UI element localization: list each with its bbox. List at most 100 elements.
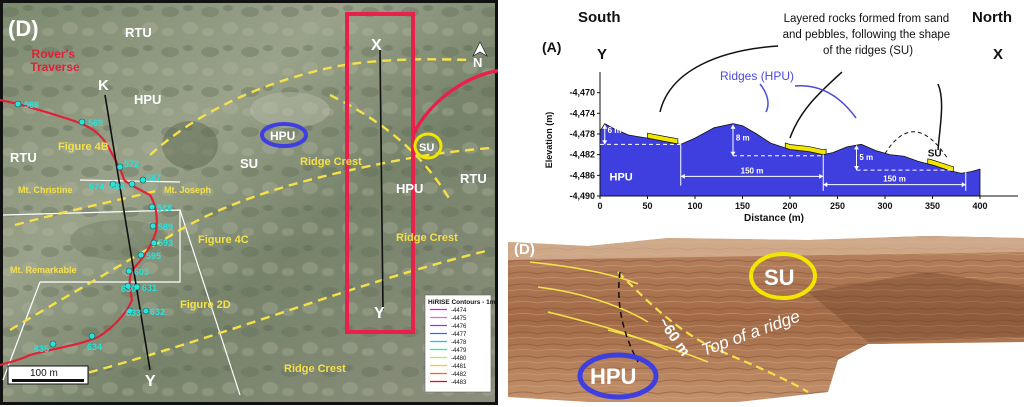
legend-item: -4483 xyxy=(451,380,467,386)
waypoint-586 xyxy=(128,180,136,188)
waypoint-label-633: 633 xyxy=(126,308,141,318)
eroded-ridge-outline xyxy=(884,131,948,158)
y-tick-label: -4,482 xyxy=(569,150,595,160)
waypoint-632 xyxy=(142,307,150,315)
x-tick-label: 0 xyxy=(597,201,602,211)
label-figure-4c: Figure 4C xyxy=(198,234,249,246)
waypoint-label-631: 631 xyxy=(142,283,157,293)
legend-item: -4478 xyxy=(451,340,467,346)
y-tick-label: -4,470 xyxy=(569,88,595,98)
waypoint-595 xyxy=(137,251,145,259)
label-hpu-top: HPU xyxy=(134,92,161,107)
x-tick-label: 250 xyxy=(830,201,845,211)
waypoint-label-572: 572 xyxy=(124,159,139,169)
label-ridge-crest-3: Ridge Crest xyxy=(284,363,346,375)
rovers-traverse-line-1: Rover's xyxy=(32,47,76,61)
label-su-oval: SU xyxy=(419,142,434,154)
scale-bar-label: 100 m xyxy=(30,368,58,379)
y-tick-label: -4,478 xyxy=(569,129,595,139)
x-tick-label: 400 xyxy=(972,201,987,211)
photo-panel-label: (D) xyxy=(514,241,535,258)
height-marker-line xyxy=(618,271,639,363)
label-su-mid: SU xyxy=(240,156,258,171)
annotation-layered-line-3: of the ridges (SU) xyxy=(823,45,913,57)
contour-legend: HiRISE Contours - 1m -4474 -4475 -4476 -447… xyxy=(424,294,496,393)
label-mt-remarkable: Mt. Remarkable xyxy=(10,265,77,275)
su-deposit-1 xyxy=(647,132,679,145)
x-axis-label: Distance (m) xyxy=(744,213,804,224)
north-arrow-icon: N xyxy=(472,41,488,70)
y-tick-label: -4,490 xyxy=(569,191,595,201)
profile-north-label: North xyxy=(972,9,1012,26)
ridges-arrows xyxy=(759,83,857,119)
waypoint-label-595: 595 xyxy=(146,251,161,261)
waypoint-label-603: 603 xyxy=(134,267,149,277)
label-ridge-crest-2: Ridge Crest xyxy=(396,232,458,244)
label-rtu-top: RTU xyxy=(125,25,152,40)
y-tick-label: -4,474 xyxy=(569,108,595,118)
elevation-profile-panel: South North (A) Y X -4,470 -4,474 -4,478 -4… xyxy=(542,9,1018,224)
legend-item: -4474 xyxy=(451,308,467,314)
legend-title: HiRISE Contours - 1m xyxy=(428,299,496,306)
annotation-layered-rocks: Layered rocks formed from sand and pebbl… xyxy=(783,13,954,57)
label-ridge-crest-1: Ridge Crest xyxy=(300,156,362,168)
waypoint-markers xyxy=(14,100,158,348)
waypoint-568 xyxy=(14,100,22,108)
footprint-outlines xyxy=(2,179,241,396)
callout-arrow-line xyxy=(411,69,498,136)
waypoint-569 xyxy=(78,118,86,126)
waypoint-603 xyxy=(125,267,133,275)
bedding-traces xyxy=(529,261,709,363)
transect-x-y xyxy=(379,49,384,311)
transect-k-y xyxy=(104,94,151,371)
su-deposit-2 xyxy=(784,142,827,156)
label-hpu-right: HPU xyxy=(396,181,423,196)
x-tick-label: 50 xyxy=(642,201,652,211)
legend-item: -4479 xyxy=(451,348,467,354)
dim-label-150m-1: 150 m xyxy=(741,166,764,175)
label-x: X xyxy=(371,37,382,54)
waypoint-label-634: 634 xyxy=(87,342,102,352)
hpu-photo-oval xyxy=(577,352,659,400)
profile-south-label: South xyxy=(578,9,621,26)
legend-item: -4480 xyxy=(451,356,467,362)
annotation-layered-line-1: Layered rocks formed from sand xyxy=(784,13,950,25)
profile-su-label: SU xyxy=(928,149,942,160)
legend-item: -4476 xyxy=(451,324,467,330)
legend-item: -4482 xyxy=(451,372,467,378)
waypoint-label-589: 589 xyxy=(158,222,173,232)
profile-location-box xyxy=(345,12,415,334)
profile-x-end-label: X xyxy=(993,46,1003,63)
waypoint-label-632: 632 xyxy=(150,307,165,317)
waypoint-631 xyxy=(133,283,141,291)
mastcam-photo-panel: (D) ~60 m Top of a ridge SU HPU xyxy=(508,236,1024,402)
legend-item: -4477 xyxy=(451,332,467,338)
hpu-highlight-oval xyxy=(260,122,308,148)
dim-label-150m-2: 150 m xyxy=(883,175,906,184)
waypoint-label-635: 635 xyxy=(34,344,49,354)
profile-y-end-label: Y xyxy=(597,46,607,63)
label-mt-joseph: Mt. Joseph xyxy=(164,185,211,195)
waypoint-label-574: 574 xyxy=(89,182,104,192)
legend-item: -4475 xyxy=(451,316,467,322)
annotation-ridges-hpu: Ridges (HPU) xyxy=(720,69,794,83)
label-rtu-right: RTU xyxy=(460,171,487,186)
profile-panel-label: (A) xyxy=(542,39,561,55)
label-mt-christine: Mt. Christine xyxy=(18,185,73,195)
label-hpu-oval: HPU xyxy=(270,129,295,143)
photo-hpu-label: HPU xyxy=(590,364,636,389)
map-panel-label: (D) xyxy=(8,16,39,41)
waypoint-633 xyxy=(126,307,134,315)
waypoint-574 xyxy=(109,180,117,188)
hirise-map-panel: 568 569 572 574 586 587 588 589 593 595 … xyxy=(0,0,498,405)
waypoint-labels: 568 569 572 574 586 587 588 589 593 595 … xyxy=(24,100,173,354)
waypoint-label-569: 569 xyxy=(88,118,103,128)
waypoint-label-593: 593 xyxy=(158,238,173,248)
y-tick-label: -4,486 xyxy=(569,170,595,180)
x-tick-label: 300 xyxy=(877,201,892,211)
waypoint-635 xyxy=(49,340,57,348)
label-rtu-left: RTU xyxy=(10,150,37,165)
waypoint-634 xyxy=(88,332,96,340)
annotation-layered-line-2: and pebbles, following the shape xyxy=(783,29,951,41)
x-tick-label: 100 xyxy=(687,201,702,211)
